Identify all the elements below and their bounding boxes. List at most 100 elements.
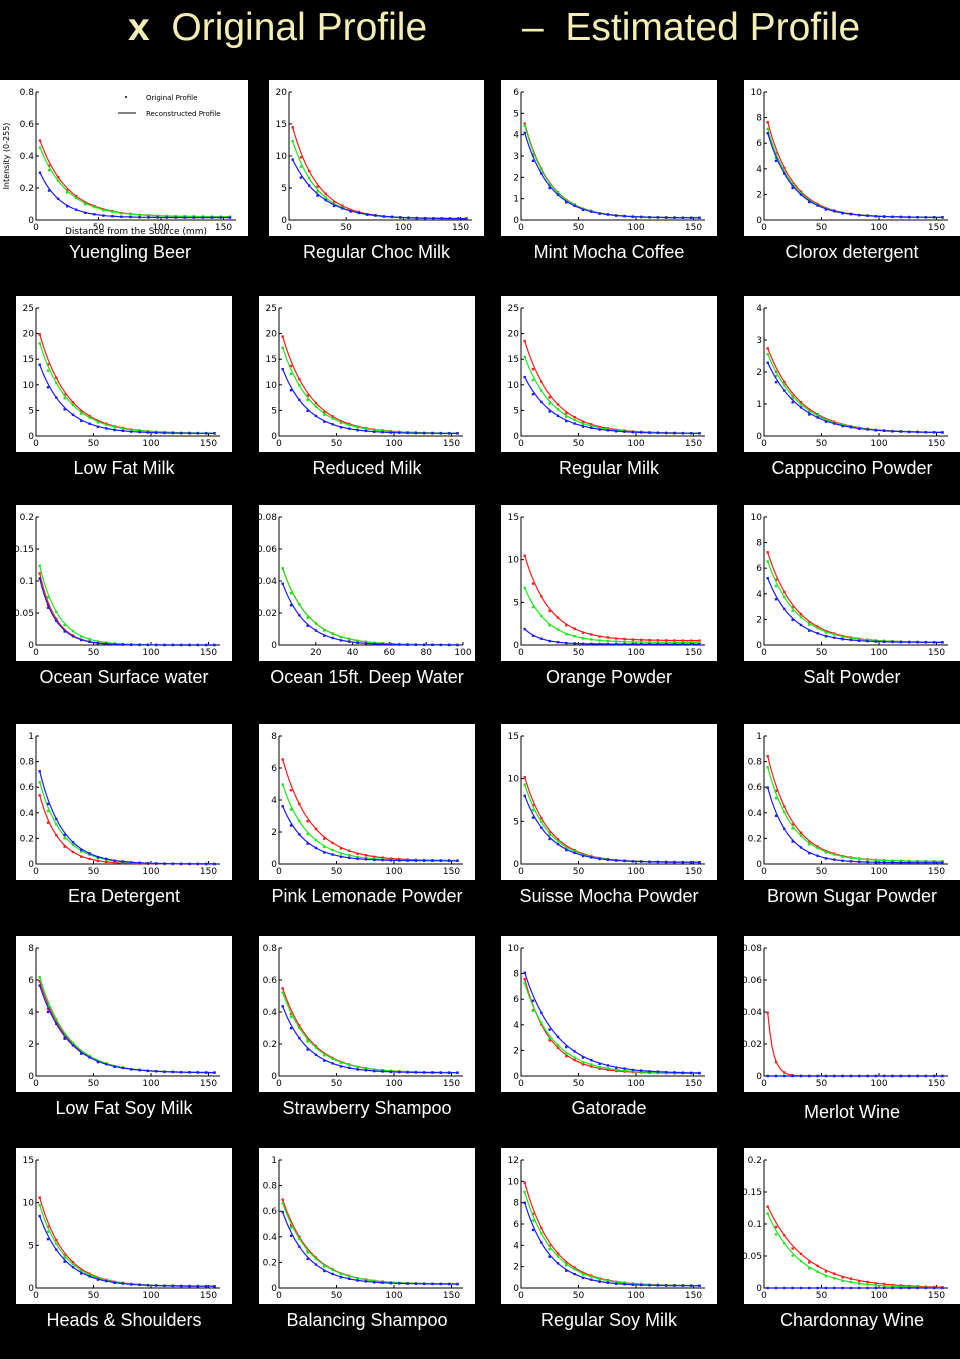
x-tick-label: 50 bbox=[816, 223, 828, 233]
estimated-profile-line bbox=[524, 972, 700, 1074]
original-profile-point bbox=[556, 1043, 560, 1047]
original-profile-point bbox=[448, 217, 452, 220]
original-profile-point bbox=[381, 858, 384, 862]
original-profile-point bbox=[155, 1284, 158, 1287]
original-profile-point bbox=[356, 639, 359, 643]
x-tick-label: 150 bbox=[685, 1291, 702, 1301]
original-profile-point bbox=[891, 215, 894, 219]
x-tick-label: 100 bbox=[385, 439, 402, 449]
y-tick-label: 4 bbox=[756, 590, 762, 600]
original-profile-point bbox=[615, 637, 618, 640]
y-tick-label: 6 bbox=[513, 1220, 519, 1230]
original-profile-point bbox=[373, 858, 376, 862]
original-profile-point bbox=[398, 859, 401, 862]
original-profile-point bbox=[849, 1286, 853, 1290]
estimated-profile-line bbox=[39, 976, 215, 1074]
original-profile-point bbox=[573, 635, 576, 638]
y-tick-label: 0 bbox=[271, 641, 277, 651]
original-profile-point bbox=[556, 1046, 560, 1050]
original-profile-point bbox=[916, 1074, 919, 1078]
estimated-profile-line bbox=[39, 771, 215, 865]
original-profile-point bbox=[540, 820, 543, 824]
original-profile-point bbox=[422, 1282, 426, 1286]
x-tick-label: 150 bbox=[928, 223, 945, 233]
original-profile-point bbox=[105, 423, 108, 426]
axis-lines bbox=[35, 948, 220, 1077]
chart-title: Strawberry Shampoo bbox=[282, 1098, 452, 1118]
original-profile-point bbox=[565, 641, 568, 645]
chart-title: Gatorade bbox=[571, 1098, 647, 1118]
estimated-profile-line bbox=[767, 1012, 943, 1077]
original-profile-point bbox=[356, 426, 359, 429]
original-profile-point bbox=[179, 862, 183, 866]
original-profile-point bbox=[681, 639, 685, 642]
original-profile-point bbox=[456, 859, 459, 862]
y-tick-label: 5 bbox=[513, 109, 519, 119]
y-tick-label: 0 bbox=[28, 1284, 34, 1294]
original-profile-point bbox=[556, 640, 560, 644]
estimated-profile-line bbox=[282, 1202, 458, 1285]
original-profile-point bbox=[196, 1284, 200, 1288]
original-profile-point bbox=[590, 638, 593, 641]
original-profile-point bbox=[816, 845, 819, 848]
original-profile-point bbox=[55, 823, 58, 826]
chart-svg: 0 50 100 150 0 0.05 0.1 0.15 0.2 bbox=[16, 513, 220, 658]
original-profile-point bbox=[808, 1261, 811, 1264]
original-profile-point bbox=[540, 826, 543, 829]
original-profile-point bbox=[540, 595, 543, 598]
original-profile-point bbox=[165, 214, 168, 218]
original-profile-point bbox=[373, 1068, 376, 1071]
original-profile-point bbox=[581, 1063, 585, 1066]
x-tick-label: 100 bbox=[870, 1079, 887, 1089]
original-profile-point bbox=[598, 426, 601, 430]
original-profile-point bbox=[105, 642, 108, 646]
original-profile-point bbox=[171, 1284, 175, 1288]
original-profile-point bbox=[874, 1282, 878, 1285]
estimated-profile-line bbox=[39, 573, 215, 646]
original-profile-point bbox=[298, 1237, 301, 1240]
y-tick-label: 4 bbox=[756, 304, 762, 314]
original-profile-point bbox=[824, 1270, 828, 1273]
original-profile-point bbox=[556, 616, 560, 619]
legend-marker bbox=[125, 96, 127, 98]
original-profile-point bbox=[858, 1282, 861, 1285]
original-profile-point bbox=[816, 204, 819, 207]
original-profile-point bbox=[314, 401, 318, 405]
original-profile-point bbox=[783, 827, 786, 831]
chart-title: Suisse Mocha Powder bbox=[519, 886, 699, 906]
original-profile-point bbox=[80, 1052, 83, 1055]
original-profile-point bbox=[531, 367, 535, 371]
original-profile-point bbox=[531, 582, 535, 585]
original-profile-point bbox=[774, 598, 778, 601]
y-tick-label: 0.4 bbox=[263, 1233, 278, 1243]
x-tick-label: 0 bbox=[518, 1291, 524, 1301]
original-profile-point bbox=[213, 643, 216, 647]
original-profile-point bbox=[548, 396, 551, 399]
original-profile-point bbox=[858, 857, 861, 861]
original-profile-point bbox=[698, 216, 701, 219]
original-profile-point bbox=[80, 1270, 83, 1273]
chart-svg: 0 50 100 150 0 0.2 0.4 0.6 0.8 bbox=[263, 944, 463, 1089]
original-profile-point bbox=[105, 860, 108, 864]
original-profile-point bbox=[323, 851, 326, 854]
y-tick-label: 2 bbox=[756, 368, 762, 378]
original-profile-point bbox=[179, 1284, 183, 1288]
original-profile-point bbox=[299, 165, 303, 168]
original-profile-point bbox=[581, 1056, 585, 1059]
original-profile-point bbox=[540, 1232, 543, 1235]
original-profile-point bbox=[640, 642, 643, 646]
x-tick-label: 0 bbox=[761, 1079, 767, 1089]
original-profile-point bbox=[331, 853, 334, 856]
original-profile-point bbox=[105, 1279, 108, 1283]
original-profile-point bbox=[606, 642, 610, 646]
original-profile-point bbox=[565, 1055, 568, 1058]
y-tick-label: 15 bbox=[508, 355, 519, 365]
x-tick-label: 100 bbox=[142, 648, 159, 658]
y-tick-label: 0.1 bbox=[20, 577, 34, 587]
original-profile-point bbox=[55, 619, 58, 623]
original-profile-point bbox=[183, 216, 186, 219]
original-profile-point bbox=[808, 1074, 811, 1078]
x-tick-label: 100 bbox=[385, 867, 402, 877]
chart-panel: 0 50 100 150 0 2 4 6 8 bbox=[259, 724, 475, 880]
original-profile-point bbox=[121, 861, 125, 865]
